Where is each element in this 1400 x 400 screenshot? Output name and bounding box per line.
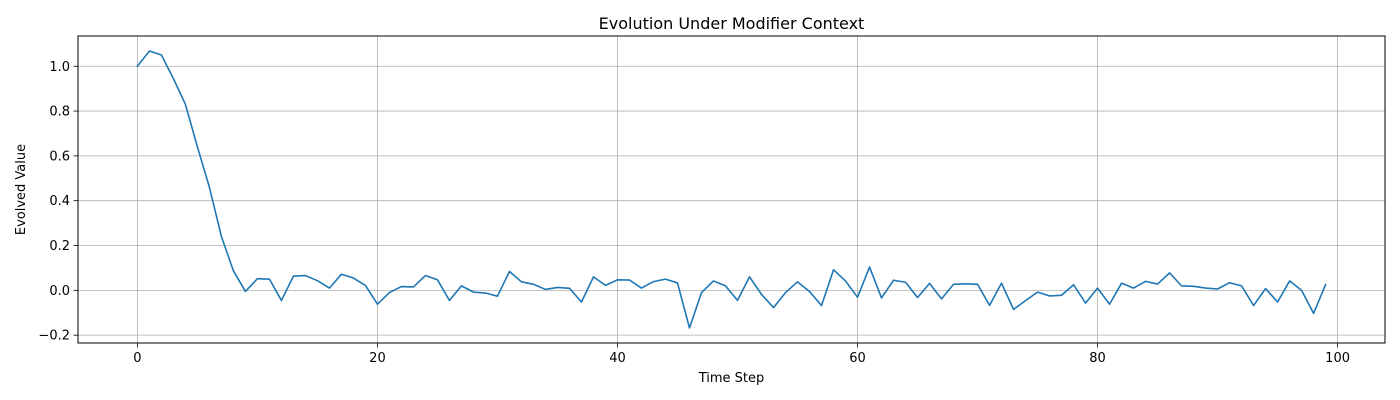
y-axis-label: Evolved Value — [14, 144, 29, 235]
y-tick-label: 0.0 — [49, 284, 70, 299]
x-tick-label: 80 — [1089, 351, 1106, 366]
ticks: 0 20 40 60 80 100 −0.2 0.0 0.2 0.4 0.6 0.8 1.0 — [38, 60, 1350, 366]
chart-title: Evolution Under Modifier Context — [599, 14, 865, 33]
y-tick-label: 0.2 — [49, 239, 70, 254]
grid — [78, 36, 1385, 343]
y-tick-label: 0.6 — [49, 149, 70, 164]
plot-frame — [77, 35, 1386, 344]
y-tick-label: 0.4 — [49, 194, 70, 209]
x-tick-label: 20 — [369, 351, 386, 366]
y-tick-label: 1.0 — [49, 60, 70, 75]
x-tick-label: 100 — [1325, 351, 1350, 366]
x-tick-label: 0 — [133, 351, 141, 366]
series-layer — [136, 50, 1327, 329]
x-tick-label: 60 — [849, 351, 866, 366]
x-tick-label: 40 — [609, 351, 626, 366]
series-line — [136, 50, 1327, 329]
y-tick-label: 0.8 — [49, 105, 70, 120]
y-tick-label: −0.2 — [38, 329, 70, 344]
x-axis-label: Time Step — [698, 371, 765, 386]
